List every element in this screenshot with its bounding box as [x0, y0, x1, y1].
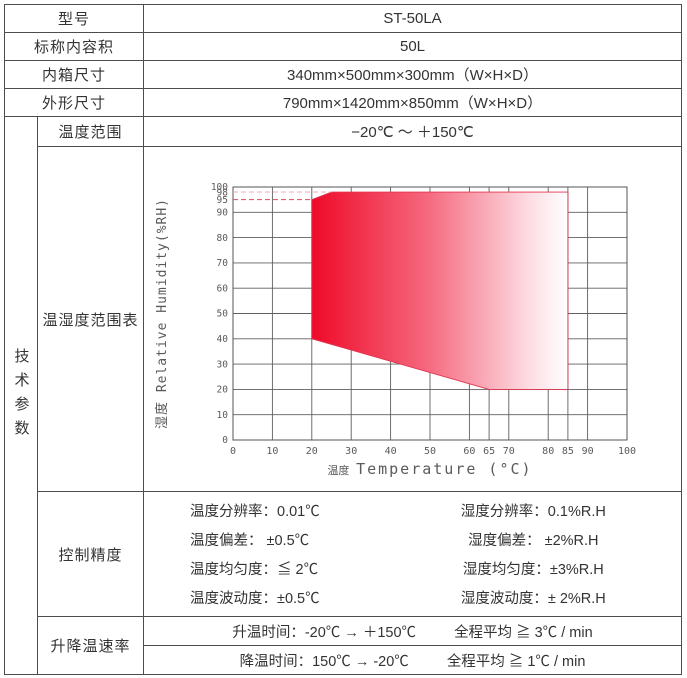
control-line: 湿度波动度：± 2%R.H	[460, 591, 606, 607]
control-line: 温度均匀度：≦ 2℃	[190, 562, 319, 578]
ramp-condition: 升温时间：-20℃ → ＋150℃	[232, 624, 417, 641]
row-label: 控制精度	[38, 492, 144, 616]
svg-text:10: 10	[217, 410, 229, 421]
spec-row-control-accuracy: 控制精度 温度分辨率：0.01℃ 温度偏差： ±0.5℃ 温度均匀度：≦ 2℃ …	[38, 492, 681, 617]
control-line: 湿度均匀度：±3%R.H	[462, 562, 604, 578]
svg-text:70: 70	[217, 258, 229, 269]
spec-row-ramp-rate: 升降温速率 升温时间：-20℃ → ＋150℃ 全程平均 ≧ 3℃ / min …	[38, 617, 681, 674]
row-label: 温度范围	[38, 117, 144, 146]
svg-text:40: 40	[217, 334, 229, 345]
control-temp-column: 温度分辨率：0.01℃ 温度偏差： ±0.5℃ 温度均匀度：≦ 2℃ 温度波动度…	[144, 492, 386, 616]
row-label: 温湿度范围表	[38, 147, 144, 491]
ramp-heating-row: 升温时间：-20℃ → ＋150℃ 全程平均 ≧ 3℃ / min	[144, 617, 681, 646]
spec-row-humidity-chart: 温湿度范围表 0 10 20 30 40 50 60 70 80 90 95 98 100 0 10 20 30…	[38, 147, 681, 492]
svg-text:湿度 Relative Humidity(%RH): 湿度 Relative Humidity(%RH)	[154, 198, 170, 429]
row-value: 340mm×500mm×300mm（W×H×D）	[287, 67, 538, 84]
svg-text:10: 10	[266, 446, 278, 457]
tech-params-text: 技术参数	[12, 347, 30, 444]
svg-text:95: 95	[217, 195, 228, 206]
svg-text:65: 65	[483, 446, 495, 457]
svg-text:60: 60	[217, 283, 229, 294]
svg-text:0: 0	[230, 446, 236, 457]
spec-row-volume: 标称内容积 50L	[5, 33, 681, 61]
svg-text:70: 70	[503, 446, 515, 457]
svg-text:80: 80	[217, 233, 229, 244]
ramp-rate-body: 升温时间：-20℃ → ＋150℃ 全程平均 ≧ 3℃ / min 降温时间：1…	[144, 617, 681, 674]
row-label: 标称内容积	[5, 33, 144, 60]
tech-params-vertical-label: 技术参数	[5, 117, 38, 674]
svg-text:85: 85	[562, 446, 574, 457]
control-line: 温度分辨率：0.01℃	[190, 504, 320, 520]
svg-text:98: 98	[217, 187, 229, 198]
row-label: 内箱尺寸	[5, 61, 144, 88]
row-value: 50L	[399, 38, 426, 55]
svg-text:100: 100	[618, 446, 636, 457]
control-line: 温度波动度：±0.5℃	[190, 591, 320, 607]
svg-text:0: 0	[222, 435, 228, 446]
svg-text:40: 40	[385, 446, 397, 457]
row-value: −20℃ ～ ＋150℃	[351, 124, 474, 141]
svg-text:60: 60	[463, 446, 475, 457]
row-value: 790mm×1420mm×850mm（W×H×D）	[282, 95, 543, 112]
svg-text:20: 20	[306, 446, 318, 457]
svg-text:90: 90	[217, 208, 229, 219]
svg-text:30: 30	[345, 446, 357, 457]
spec-row-inner-size: 内箱尺寸 340mm×500mm×300mm（W×H×D）	[5, 61, 681, 89]
svg-text:80: 80	[542, 446, 554, 457]
spec-table: 型号 ST-50LA 标称内容积 50L 内箱尺寸 340mm×500mm×30…	[4, 4, 682, 675]
technical-parameters-section: 技术参数 温度范围 −20℃ ～ ＋150℃ 温湿度范围表 0 10 20 30 40 5…	[5, 117, 681, 674]
control-line: 湿度偏差： ±2%R.H	[468, 533, 599, 549]
ramp-result: 全程平均 ≧ 3℃ / min	[454, 624, 593, 641]
row-value: ST-50LA	[383, 10, 442, 27]
row-label: 升降温速率	[38, 617, 144, 674]
svg-text:20: 20	[217, 385, 229, 396]
svg-text:30: 30	[217, 359, 229, 370]
control-humidity-column: 湿度分辨率：0.1%R.H 湿度偏差： ±2%R.H 湿度均匀度：±3%R.H …	[386, 492, 681, 616]
svg-text:50: 50	[217, 309, 229, 320]
svg-text:90: 90	[582, 446, 594, 457]
svg-text:100: 100	[211, 182, 228, 193]
tech-params-body: 温度范围 −20℃ ～ ＋150℃ 温湿度范围表 0 10 20 30 40 50 60 70…	[38, 117, 681, 674]
ramp-condition: 降温时间：150℃ → -20℃	[239, 653, 409, 670]
ramp-result: 全程平均 ≧ 1℃ / min	[446, 653, 586, 670]
spec-row-temp-range: 温度范围 −20℃ ～ ＋150℃	[38, 117, 681, 147]
control-line: 温度偏差： ±0.5℃	[190, 533, 310, 549]
spec-row-model: 型号 ST-50LA	[5, 5, 681, 33]
ramp-cooling-row: 降温时间：150℃ → -20℃ 全程平均 ≧ 1℃ / min	[144, 646, 681, 674]
humidity-temperature-chart: 0 10 20 30 40 50 60 70 80 90 95 98 100 0 10 20 30 40 50 60 6…	[144, 147, 681, 491]
row-label: 型号	[5, 5, 144, 32]
control-line: 湿度分辨率：0.1%R.H	[460, 504, 606, 520]
svg-text:50: 50	[424, 446, 436, 457]
row-label: 外形尺寸	[5, 89, 144, 116]
spec-row-outer-size: 外形尺寸 790mm×1420mm×850mm（W×H×D）	[5, 89, 681, 117]
control-accuracy-grid: 温度分辨率：0.01℃ 温度偏差： ±0.5℃ 温度均匀度：≦ 2℃ 温度波动度…	[144, 492, 681, 616]
svg-text:温度 Temperature (°C): 温度 Temperature (°C)	[327, 460, 532, 478]
